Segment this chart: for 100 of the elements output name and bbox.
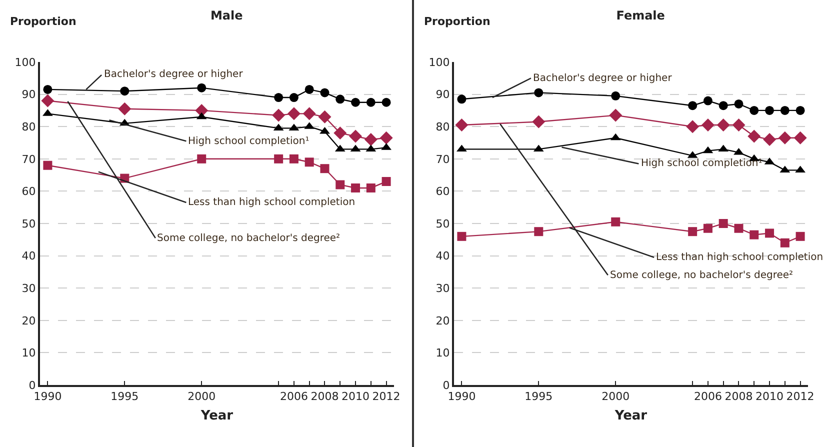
y-tick-label: 20 <box>22 314 36 328</box>
x-tick-label: 1995 <box>110 390 139 404</box>
point <box>703 96 712 106</box>
x-tick-label: 2010 <box>756 390 784 404</box>
point <box>686 120 700 134</box>
point <box>688 101 698 110</box>
point <box>41 94 54 108</box>
x-tick-label: 2000 <box>188 390 216 404</box>
x-axis-title: Year <box>200 408 234 424</box>
x-tick-label: 2000 <box>602 390 630 404</box>
x-tick-label: 2008 <box>310 390 339 404</box>
point <box>780 238 790 248</box>
point <box>748 130 761 143</box>
point <box>197 83 206 92</box>
y-tick-label: 100 <box>428 56 450 69</box>
annotation: Less than high school completion <box>656 252 824 263</box>
y-tick-label: 30 <box>436 282 450 295</box>
annotation: High school completion¹ <box>641 158 762 169</box>
point <box>382 98 391 107</box>
point <box>794 131 807 144</box>
annotation: Less than high school completion <box>188 197 356 208</box>
y-tick-label: 40 <box>436 250 450 263</box>
y-tick-label: 10 <box>22 346 36 360</box>
annotation: Some college, no bachelor's degree² <box>610 270 794 281</box>
point <box>351 183 360 192</box>
point <box>701 118 714 132</box>
point <box>364 133 378 146</box>
y-tick-label: 70 <box>22 152 36 166</box>
point <box>716 118 730 132</box>
point <box>532 115 546 128</box>
y-tick-label: 90 <box>22 88 36 102</box>
point <box>274 154 284 164</box>
point <box>287 107 300 120</box>
point <box>611 217 620 226</box>
point <box>120 86 130 96</box>
point <box>336 94 345 104</box>
point <box>457 94 466 104</box>
y-tick-label: 50 <box>22 217 36 230</box>
chart-title: Female <box>616 8 665 23</box>
point <box>366 183 376 192</box>
y-tick-label: 100 <box>14 56 36 69</box>
point <box>43 84 52 94</box>
point <box>304 84 314 94</box>
point <box>534 227 544 236</box>
point <box>366 98 376 107</box>
point <box>734 224 744 233</box>
point <box>351 98 360 107</box>
point <box>734 99 744 108</box>
point <box>780 106 790 115</box>
point <box>289 93 298 102</box>
y-tick-label: 30 <box>22 282 36 295</box>
annotation: Some college, no bachelor's degree² <box>157 233 340 244</box>
point <box>609 108 622 122</box>
point <box>765 106 774 115</box>
point <box>796 106 805 115</box>
annotation: Bachelor's degree or higher <box>533 73 673 84</box>
x-tick-label: 1990 <box>448 390 476 404</box>
annotation: High school completion¹ <box>188 136 310 147</box>
point <box>304 158 314 167</box>
y-tick-label: 70 <box>436 152 450 166</box>
x-tick-label: 2012 <box>372 390 400 404</box>
point <box>763 133 776 146</box>
y-tick-label: 60 <box>436 185 450 198</box>
point <box>734 148 744 155</box>
point <box>688 227 698 236</box>
point <box>703 224 712 233</box>
y-tick-label: 90 <box>436 88 450 102</box>
point <box>718 101 728 110</box>
x-tick-label: 1995 <box>524 390 553 404</box>
point <box>318 110 332 124</box>
y-tick-label: 40 <box>22 250 36 263</box>
y-tick-label: 0 <box>442 378 450 392</box>
point <box>796 232 805 241</box>
y-tick-label: 80 <box>22 120 36 134</box>
y-tick-label: 50 <box>436 217 450 230</box>
x-tick-label: 2010 <box>342 390 370 404</box>
point <box>320 126 330 134</box>
point <box>382 177 391 186</box>
y-axis-title: Proportion <box>424 15 490 28</box>
point <box>765 228 774 238</box>
point <box>320 164 330 174</box>
x-axis-title: Year <box>614 408 648 424</box>
point <box>336 180 345 190</box>
point <box>455 118 468 132</box>
point <box>320 88 330 98</box>
point <box>274 93 284 102</box>
annotation: Bachelor's degree or higher <box>104 69 244 80</box>
point <box>750 230 759 240</box>
point <box>289 154 298 164</box>
y-tick-label: 60 <box>22 185 36 198</box>
x-tick-label: 2006 <box>280 390 308 404</box>
point <box>778 131 792 144</box>
y-axis-title: Proportion <box>10 15 76 28</box>
y-tick-label: 0 <box>28 378 36 392</box>
point <box>457 232 466 241</box>
point <box>118 102 132 116</box>
point <box>197 154 206 164</box>
point <box>611 91 620 100</box>
point <box>302 107 316 120</box>
point <box>380 131 393 144</box>
